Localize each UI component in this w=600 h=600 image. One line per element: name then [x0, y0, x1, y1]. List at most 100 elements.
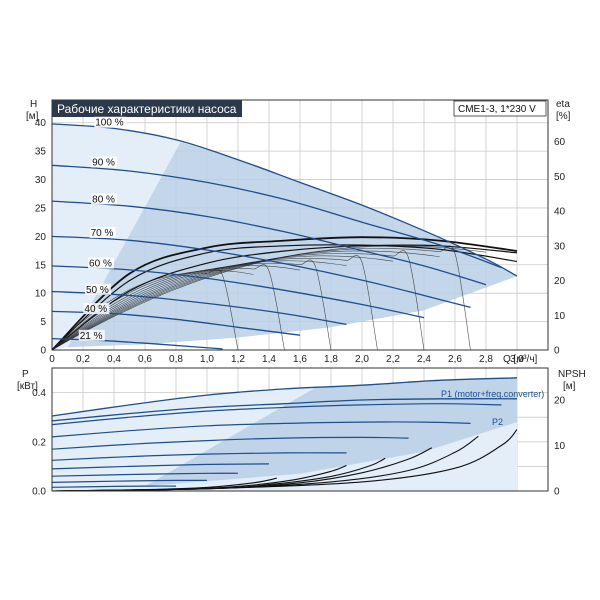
p1-curve — [51, 377, 518, 417]
speed-labels: 100 % 90 % 80 % 70 % 60 % 50 % 40 % 21 % — [78, 116, 127, 342]
npsh-tick-label: 20 — [554, 395, 566, 406]
head-curve — [51, 235, 471, 309]
npsh-tick-label: 0 — [554, 487, 560, 498]
y-axis-label-p: P — [22, 369, 29, 380]
speed-label: 40 % — [84, 304, 107, 315]
y2-tick-label: 60 — [554, 137, 566, 148]
y2-axis-unit-npsh: [м] — [563, 381, 576, 392]
y2-tick-label: 0 — [554, 346, 560, 357]
power-curve — [51, 436, 409, 450]
x-tick-label: 3,0 — [510, 354, 524, 365]
power-curves — [51, 377, 518, 488]
x-tick-label: 0,4 — [107, 354, 121, 365]
x-tick-label: 0,2 — [76, 354, 90, 365]
speed-label-bg — [94, 116, 127, 128]
x-tick-label: 2,2 — [386, 354, 400, 365]
power-curve — [51, 403, 502, 426]
x-tick-label: 0 — [49, 354, 55, 365]
x-axis-label: Q [м³/ч] — [503, 354, 538, 365]
y2-axis-label-npsh: NPSH — [558, 369, 586, 380]
y-tick-label: 15 — [35, 260, 47, 271]
npsh-curve — [51, 477, 277, 492]
p2-curve — [51, 398, 518, 422]
x-tick-label: 2,8 — [479, 354, 493, 365]
efficiency-curve-partload — [51, 245, 471, 351]
head-curves — [51, 123, 518, 350]
power-curve — [51, 479, 208, 483]
head-curve — [51, 265, 425, 319]
chart-title: Рабочие характеристики насоса — [57, 102, 237, 116]
speed-label-bg — [91, 156, 118, 168]
power-tick-label: 0.2 — [32, 437, 46, 448]
power-tick-labels: 0.0 0.2 0.4 — [32, 388, 46, 497]
power-tick-label: 0.0 — [32, 487, 46, 498]
efficiency-curve — [51, 244, 518, 351]
x-tick-label: 2,4 — [417, 354, 431, 365]
series-label-p2: P2 — [492, 417, 503, 427]
y-tick-label: 20 — [35, 232, 47, 243]
y-tick-label: 25 — [35, 203, 47, 214]
speed-label: 100 % — [95, 118, 123, 129]
npsh-tick-labels: 0 10 20 — [554, 395, 566, 497]
speed-label-bg — [83, 303, 110, 315]
efficiency-curve-partload — [51, 270, 254, 351]
efficiency-curve-partload — [51, 265, 301, 351]
speed-label: 80 % — [92, 194, 115, 205]
efficiency-curve-partload — [51, 264, 285, 351]
head-plot-frame — [51, 99, 549, 351]
power-range-area — [52, 377, 517, 491]
y-axis-unit-p: [кВт] — [17, 381, 38, 392]
y-tick-label: 5 — [40, 317, 46, 328]
x-tick-label: 2,0 — [355, 354, 369, 365]
x-tick-label: 1,4 — [262, 354, 276, 365]
model-label: CME1-3, 1*230 V — [458, 104, 536, 115]
efficiency-curve-partload — [51, 254, 378, 351]
speed-label: 50 % — [86, 285, 109, 296]
power-curve — [51, 463, 270, 470]
head-curve — [51, 200, 487, 286]
power-curve — [51, 421, 471, 438]
power-curve — [51, 452, 347, 461]
y2-axis-label-eta: eta — [556, 99, 570, 110]
title-box — [52, 100, 242, 117]
model-box — [453, 100, 547, 117]
y-tick-label: 35 — [35, 147, 47, 158]
power-tick-label: 0.4 — [32, 388, 46, 399]
speed-label-bg — [91, 193, 118, 205]
speed-label-bg — [88, 257, 115, 269]
x-tick-label: 1,0 — [200, 354, 214, 365]
x-tick-labels: 0 0,2 0,4 0,6 0,8 1,0 1,2 1,4 1,6 1,8 2,0 2,2 2,4 2,6… — [49, 354, 524, 365]
x-tick-label: 1,2 — [231, 354, 245, 365]
x-tick-label: 1,6 — [293, 354, 307, 365]
series-label-p1: P1 (motor+freq.converter) — [441, 389, 544, 399]
y-tick-label: 40 — [35, 118, 47, 129]
y-tick-labels: 0 5 10 15 20 25 30 35 40 — [35, 118, 47, 356]
npsh-curves — [51, 429, 518, 492]
x-tick-label: 0,6 — [138, 354, 152, 365]
power-curve — [51, 485, 177, 488]
power-area — [145, 377, 517, 487]
speed-label-bg — [78, 329, 105, 341]
speed-label-bg — [84, 283, 111, 295]
power-curve — [51, 472, 239, 477]
y2-tick-labels: 0 10 20 30 40 50 60 — [554, 137, 566, 356]
y-tick-label: 30 — [35, 175, 47, 186]
operating-area — [67, 142, 517, 348]
efficiency-curve-partload — [51, 255, 394, 351]
y2-tick-label: 20 — [554, 276, 566, 287]
speed-label-bg — [89, 226, 116, 238]
y2-tick-label: 50 — [554, 172, 566, 183]
head-plot: Рабочие характеристики насоса CME1-3, 1*… — [26, 99, 571, 365]
efficiency-curve-partload — [51, 260, 347, 351]
y-tick-label: 10 — [35, 289, 47, 300]
npsh-tick-label: 10 — [554, 441, 566, 452]
efficiency-curve — [51, 236, 518, 351]
head-curve — [51, 123, 518, 277]
y2-axis-unit-eta: [%] — [556, 111, 571, 122]
speed-label: 60 % — [89, 259, 112, 270]
speed-label: 90 % — [92, 158, 115, 169]
power-plot-frame — [51, 367, 549, 492]
efficiency-curve — [51, 244, 518, 351]
operating-range-area — [52, 123, 517, 351]
